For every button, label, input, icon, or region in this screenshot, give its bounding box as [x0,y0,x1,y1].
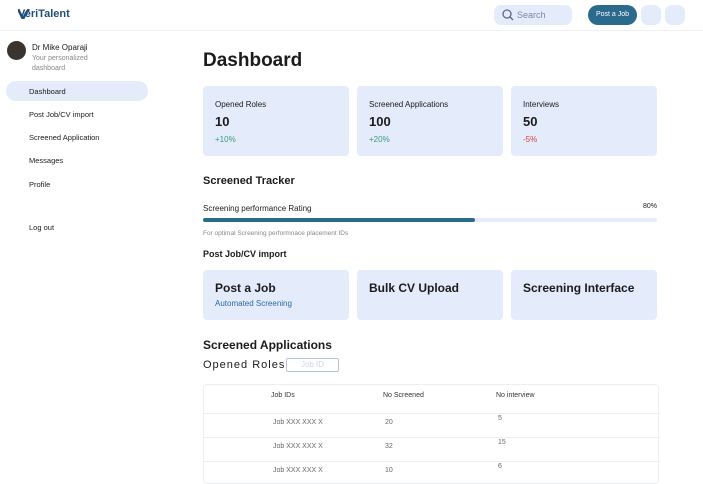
nav-item[interactable]: Dashboard [6,81,148,101]
stat-change: +20% [369,135,390,144]
tracker-label: Screening performance Rating [203,204,312,213]
stat-value: 10 [215,114,230,129]
job-id-input[interactable]: Job ID [286,358,339,372]
table-cell: Job XXX XXX X [273,443,323,450]
import-card[interactable] [511,270,657,320]
import-subtitle: Automated Screening [215,299,292,308]
section-title: Screened Tracker [203,175,295,187]
stat-label: Screened Applications [369,100,449,109]
nav-item[interactable]: Profile [29,180,51,189]
import-card[interactable] [203,270,349,320]
nav-item[interactable]: Messages [29,156,64,165]
logo-icon [18,9,30,19]
import-title: Bulk CV Upload [369,281,460,295]
profile-button[interactable] [665,5,685,25]
section-title: Screened Applications [203,338,332,352]
row-divider [204,413,660,414]
share-button[interactable] [641,5,661,25]
search[interactable]: Search [494,5,572,25]
stat-label: Interviews [523,100,560,109]
stat-card [357,86,503,156]
import-card[interactable] [357,270,503,320]
user-name: Dr Mike Oparaji [32,43,88,52]
stat-value: 100 [369,114,391,129]
table-cell: Job XXX XXX X [273,467,323,474]
tracker-note: For optimal Screening performnace placem… [203,230,349,237]
nav-item[interactable]: Screened Application [29,133,100,142]
import-title: Screening Interface [523,281,635,295]
page-title: Dashboard [203,50,303,71]
user-subtitle: Your personalized dashboard [32,55,88,72]
stat-value: 50 [523,114,538,129]
column-header: Job IDs [271,392,295,399]
header [0,0,703,31]
table-cell: 20 [385,419,393,426]
row-divider [204,437,660,438]
table-cell: 10 [385,467,393,474]
table-cell: 15 [498,439,506,446]
row-divider [204,461,660,462]
logo[interactable]: VeriTalent [18,8,70,20]
avatar [7,41,26,60]
stat-card [203,86,349,156]
table-cell: 6 [498,463,502,470]
nav-item[interactable]: Post Job/CV import [29,110,94,119]
post-job-button[interactable]: Post a Job [588,5,637,25]
logout[interactable]: Log out [29,223,55,232]
tracker-value: 80% [642,203,657,210]
stat-label: Opened Roles [215,100,267,109]
progress-track [203,218,657,222]
import-title: Post a Job [215,281,276,295]
column-header: No interview [496,392,535,399]
table: Job IDs No Screened No interview Job XXX XX… [203,384,660,484]
stat-change: -5% [523,135,538,144]
section-title: Post Job/CV import [203,249,287,259]
table-cell: Job XXX XXX X [273,419,323,426]
stat-card [511,86,657,156]
table-cell: 5 [498,415,502,422]
table-cell: 32 [385,443,393,450]
progress-fill [203,218,476,222]
filter-label: Opened Roles [203,359,286,371]
stat-change: +10% [215,135,236,144]
search-icon [502,9,514,21]
column-header: No Screened [383,392,424,399]
